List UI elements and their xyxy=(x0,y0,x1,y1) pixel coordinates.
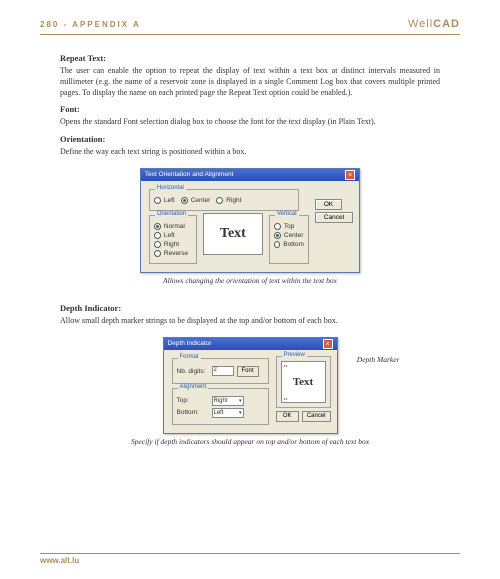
repeat-text-body: The user can enable the option to repeat… xyxy=(60,66,440,98)
dialog-titlebar: Text Orientation and Alignment × xyxy=(141,169,359,181)
radio-bottom[interactable]: Bottom xyxy=(274,241,304,248)
depth-marker-callout: Depth Marker xyxy=(357,355,400,364)
radio-normal[interactable]: Normal xyxy=(154,223,192,230)
footer-rule xyxy=(40,553,460,554)
bottom-select[interactable]: Left xyxy=(212,408,244,418)
bottom-label: Bottom: xyxy=(177,409,209,416)
radio-reverse[interactable]: Reverse xyxy=(154,250,192,257)
depth-dialog-body: Format Nb. digits: 2 Font Alignment Top:… xyxy=(164,350,337,433)
cancel-button[interactable]: Cancel xyxy=(315,212,353,223)
orientation-body: Define the way each text string is posit… xyxy=(60,147,440,158)
footer: www.alt.lu xyxy=(40,553,460,565)
footer-url: www.alt.lu xyxy=(40,556,460,565)
depth-dialog-titlebar: Depth Indicator × xyxy=(164,338,337,350)
close-icon[interactable]: × xyxy=(323,339,333,349)
orient-legend: Orientation xyxy=(155,211,188,217)
dialog-title: Text Orientation and Alignment xyxy=(145,171,234,178)
font-body: Opens the standard Font selection dialog… xyxy=(60,117,440,128)
depth-heading: Depth Indicator: xyxy=(60,303,440,313)
ok-button[interactable]: OK xyxy=(315,199,342,210)
depth-dialog: Depth Indicator × Format Nb. digits: 2 F… xyxy=(163,337,338,434)
orientation-heading: Orientation: xyxy=(60,134,440,144)
radio-orient-left[interactable]: Left xyxy=(154,232,192,239)
depth-dialog-wrap: Depth Indicator × Format Nb. digits: 2 F… xyxy=(60,337,440,434)
depth-body: Allow small depth marker strings to be d… xyxy=(60,316,440,327)
radio-vcenter[interactable]: Center xyxy=(274,232,304,239)
orientation-dialog: Text Orientation and Alignment × Horizon… xyxy=(140,168,360,273)
depth-dialog-title: Depth Indicator xyxy=(168,340,212,347)
nb-digits-input[interactable]: 2 xyxy=(212,366,234,376)
depth-preview: xx Text xx xyxy=(281,361,326,403)
radio-orient-right[interactable]: Right xyxy=(154,241,192,248)
top-label: Top: xyxy=(177,397,209,404)
font-button[interactable]: Font xyxy=(237,366,259,377)
page-number: 280 - APPENDIX A xyxy=(40,20,141,29)
align-legend: Alignment xyxy=(178,384,209,390)
preview-top-marker: xx xyxy=(284,363,288,368)
font-heading: Font: xyxy=(60,104,440,114)
top-select[interactable]: Right xyxy=(212,396,244,406)
depth-cancel-button[interactable]: Cancel xyxy=(302,411,331,422)
orientation-caption: Allows changing the orientation of text … xyxy=(60,276,440,285)
depth-ok-button[interactable]: OK xyxy=(276,411,299,422)
radio-right[interactable]: Right xyxy=(216,197,241,204)
radio-left[interactable]: Left xyxy=(154,197,175,204)
repeat-text-heading: Repeat Text: xyxy=(60,53,440,63)
preview-bottom-marker: xx xyxy=(284,396,288,401)
format-legend: Format xyxy=(178,354,201,360)
radio-center[interactable]: Center xyxy=(181,197,211,204)
content: Repeat Text: The user can enable the opt… xyxy=(40,53,460,446)
page-header: 280 - APPENDIX A WellCAD xyxy=(40,18,460,30)
header-rule xyxy=(40,34,460,35)
radio-top[interactable]: Top xyxy=(274,223,304,230)
nb-digits-label: Nb. digits: xyxy=(177,368,209,375)
dialog-body: Horizontal Left Center Right Orientation… xyxy=(141,181,359,272)
orientation-preview: Text xyxy=(203,213,263,255)
orientation-dialog-wrap: Text Orientation and Alignment × Horizon… xyxy=(60,168,440,273)
depth-caption: Specify if depth indicators should appea… xyxy=(60,437,440,446)
vert-legend: Vertical xyxy=(275,211,299,217)
preview-legend: Preview xyxy=(282,352,307,358)
logo: WellCAD xyxy=(408,18,460,30)
close-icon[interactable]: × xyxy=(345,170,355,180)
horizontal-legend: Horizontal xyxy=(155,185,186,191)
